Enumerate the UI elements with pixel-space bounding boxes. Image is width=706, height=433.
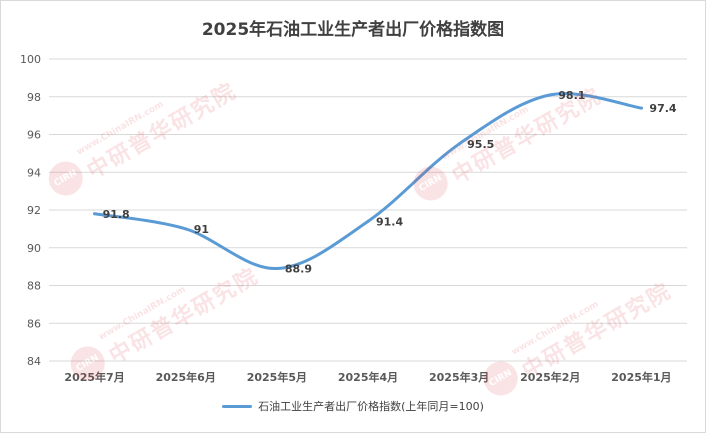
chart-legend: 石油工业生产者出厂价格指数(上年同月=100): [1, 398, 705, 414]
data-point: [275, 267, 279, 271]
data-point: [366, 219, 370, 223]
data-label: 91.8: [103, 208, 130, 221]
data-label: 98.1: [558, 89, 585, 102]
data-label: 91.4: [376, 215, 403, 228]
y-tick-label: 92: [27, 204, 41, 217]
x-tick-label: 2025年3月: [429, 370, 489, 384]
y-tick-label: 98: [27, 91, 41, 104]
data-label: 91: [194, 223, 209, 236]
legend-label: 石油工业生产者出厂价格指数(上年同月=100): [258, 400, 484, 413]
data-label: 95.5: [467, 138, 494, 151]
legend-line-icon: [222, 404, 253, 408]
x-tick-label: 2025年7月: [64, 370, 124, 384]
y-tick-label: 86: [27, 317, 41, 330]
y-tick-label: 94: [27, 166, 41, 179]
data-label: 88.9: [285, 263, 312, 276]
data-label: 97.4: [649, 102, 676, 115]
data-point: [639, 106, 643, 110]
data-point: [548, 93, 552, 97]
x-tick-label: 2025年4月: [338, 370, 398, 384]
y-tick-label: 90: [27, 242, 41, 255]
y-tick-label: 100: [20, 53, 41, 66]
data-point: [457, 142, 461, 146]
x-tick-label: 2025年6月: [156, 370, 216, 384]
series-line: [93, 92, 643, 271]
y-tick-label: 96: [27, 129, 41, 142]
x-tick-label: 2025年1月: [611, 370, 671, 384]
x-tick-label: 2025年5月: [247, 370, 307, 384]
y-tick-label: 88: [27, 280, 41, 293]
y-tick-label: 84: [27, 355, 41, 368]
chart-title: 2025年石油工业生产者出厂价格指数图: [201, 20, 505, 40]
data-point: [93, 212, 97, 216]
x-tick-label: 2025年2月: [520, 370, 580, 384]
data-point: [184, 227, 188, 231]
